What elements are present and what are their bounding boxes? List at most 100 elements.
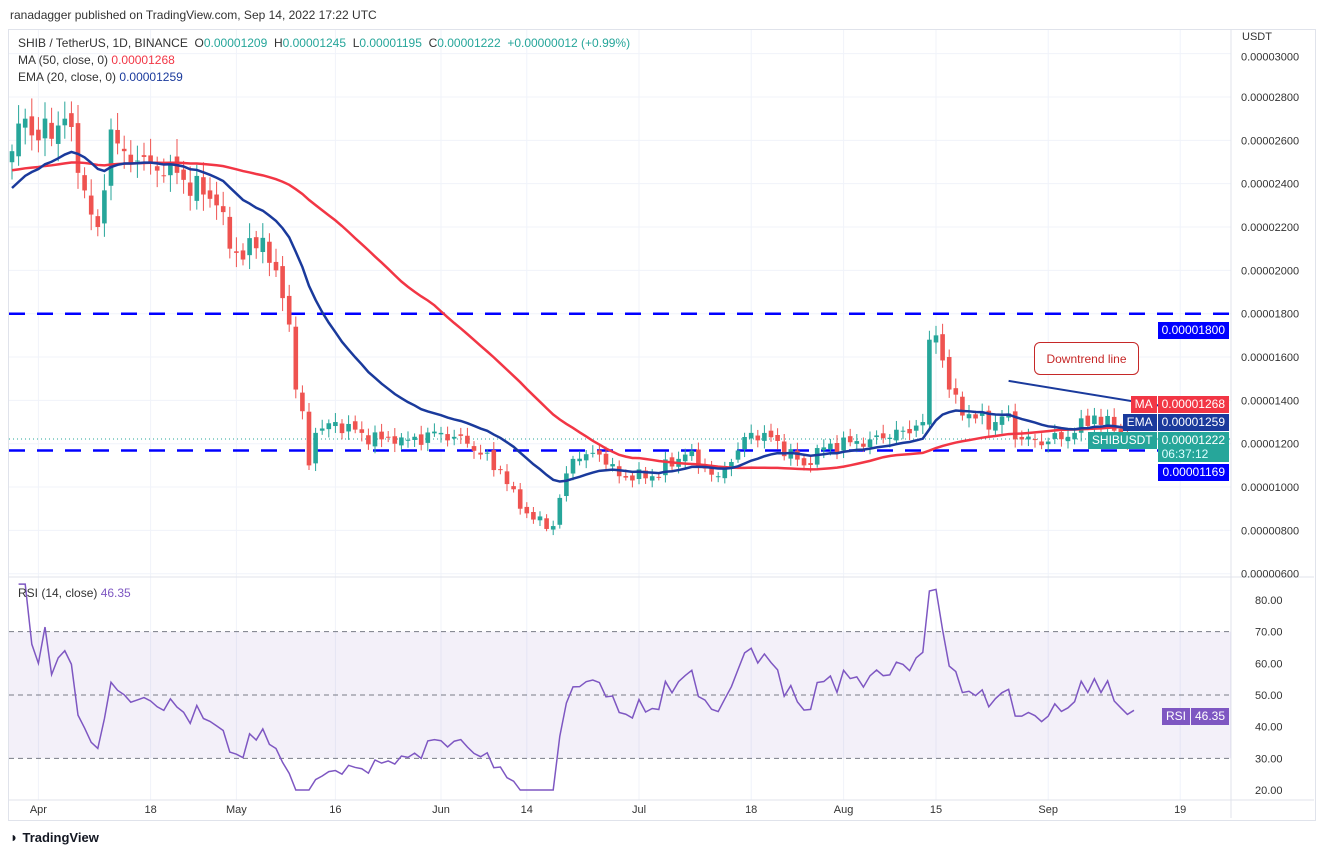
candle-body [663, 459, 668, 476]
candle-body [478, 452, 483, 455]
candle-body [22, 118, 28, 128]
candle-body [1105, 415, 1110, 428]
candle-body [432, 431, 437, 434]
close-value: 0.00001222 [437, 36, 501, 50]
publish-header: ranadagger published on TradingView.com,… [10, 8, 377, 22]
candle-body [993, 422, 998, 431]
candle-body [451, 436, 457, 439]
candle-body [366, 435, 371, 445]
candle-body [808, 463, 813, 465]
candle-body [273, 261, 279, 271]
candle-body [537, 516, 543, 521]
footer-brand: TradingView [22, 829, 99, 845]
candle-body [682, 454, 688, 462]
candle-body [999, 416, 1005, 425]
rsi-tick: 70.00 [1255, 627, 1283, 639]
level-low-tag: 0.00001169 [1158, 464, 1229, 481]
candle-body [1092, 415, 1097, 425]
price-tick: 0.00002000 [1241, 265, 1299, 277]
candle-body [49, 122, 54, 139]
candle-body [471, 446, 477, 451]
candle-body [544, 518, 549, 529]
price-tick: 0.00002200 [1241, 222, 1299, 234]
candle-body [9, 151, 15, 163]
price-tick: 0.00001600 [1241, 352, 1299, 364]
currency-label: USDT [1242, 31, 1272, 43]
change-value: +0.00000012 (+0.99%) [507, 36, 631, 50]
candle-body [900, 430, 906, 432]
ema20-line [11, 150, 1135, 483]
candle-body [894, 429, 899, 441]
candle-body [795, 450, 800, 460]
level-high-row: 0.00001800 [1157, 322, 1229, 339]
symbol-title[interactable]: SHIB / TetherUS, 1D, BINANCE [18, 36, 188, 50]
candle-body [36, 129, 41, 141]
candle-body [326, 423, 332, 430]
candle-body [201, 177, 206, 195]
candle-body [1026, 436, 1031, 440]
candle-body [940, 334, 945, 361]
candle-body [194, 175, 200, 201]
ma-value: 0.00001268 [111, 53, 175, 67]
tradingview-logo[interactable]: ◗ TradingView [10, 829, 99, 845]
low-label: L [352, 36, 360, 50]
time-tick: 16 [329, 804, 341, 816]
candle-body [610, 464, 615, 467]
candle-body [847, 436, 853, 443]
ma-tag-row: MA 0.00001268 [1130, 396, 1229, 413]
candle-body [583, 454, 589, 461]
rsi-label[interactable]: RSI (14, close) [18, 586, 98, 600]
candle-body [755, 435, 761, 441]
ma-price-tag: 0.00001268 [1157, 396, 1229, 413]
candle-body [392, 436, 398, 444]
candle-body [511, 486, 516, 490]
ema-label[interactable]: EMA (20, close, 0) [18, 70, 117, 84]
candle-body [42, 118, 48, 139]
candle-body [418, 434, 424, 445]
candle-body [570, 458, 576, 474]
time-tick: Jun [432, 804, 450, 816]
candle-body [385, 436, 391, 438]
candle-body [722, 469, 728, 479]
candle-body [590, 452, 596, 454]
candle-body [82, 175, 87, 191]
candle-body [115, 129, 120, 144]
ma50-line [11, 161, 1135, 471]
time-tick: Apr [30, 804, 47, 816]
tv-logo-icon: ◗ [10, 829, 19, 845]
candle-body [1085, 415, 1091, 426]
candle-body [1032, 439, 1038, 441]
chart-frame [8, 29, 1316, 821]
candle-body [1045, 441, 1051, 445]
candle-body [240, 250, 246, 260]
candle-body [247, 238, 252, 256]
candle-body [907, 428, 912, 434]
bar-countdown: 06:37:12 [1161, 447, 1209, 461]
ma-label[interactable]: MA (50, close, 0) [18, 53, 109, 67]
rsi-tick: 40.00 [1255, 722, 1283, 734]
candle-body [504, 471, 510, 485]
candle-body [887, 437, 893, 439]
high-value: 0.00001245 [282, 36, 347, 50]
time-tick: 15 [930, 804, 942, 816]
candle-body [1019, 436, 1025, 440]
candle-body [748, 432, 754, 439]
close-label: C [428, 36, 438, 50]
candle-body [95, 216, 101, 228]
candle-body [557, 497, 563, 525]
level-low-row: 0.00001169 [1158, 464, 1229, 481]
candle-body [154, 166, 160, 171]
time-tick: Sep [1038, 804, 1058, 816]
candle-body [920, 422, 926, 426]
candle-body [267, 241, 272, 263]
price-tick: 0.00001200 [1241, 439, 1299, 451]
ma-name-tag: MA [1130, 396, 1157, 413]
candle-body [445, 434, 450, 441]
time-tick: 18 [144, 804, 156, 816]
candle-body [412, 436, 417, 441]
candle-body [187, 182, 193, 196]
rsi-value: 46.35 [100, 586, 131, 600]
candle-body [484, 452, 490, 454]
downtrend-annotation[interactable]: Downtrend line [1034, 342, 1139, 375]
